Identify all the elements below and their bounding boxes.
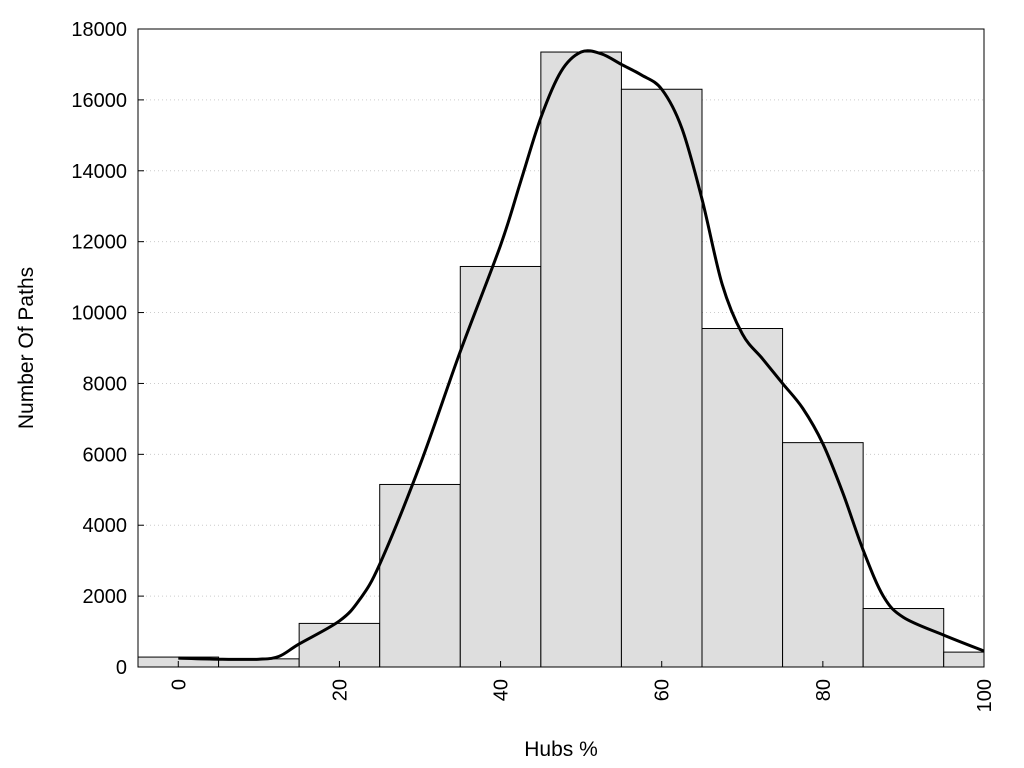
histogram-bar	[943, 651, 985, 668]
y-tick-label: 0	[116, 657, 127, 679]
histogram-bar	[298, 622, 381, 668]
x-tick-label: 0	[168, 679, 190, 690]
density-curve	[178, 49, 985, 661]
y-tick-label: 10000	[71, 303, 127, 325]
x-axis-ticks: 0 20 40 60 80 100	[168, 661, 996, 712]
y-tick-label: 12000	[71, 232, 127, 254]
x-tick-label: 40	[491, 679, 513, 701]
plot-frame	[137, 28, 985, 668]
y-tick-label: 16000	[71, 90, 127, 112]
y-tick-label: 18000	[71, 19, 127, 41]
y-axis-ticks: 0 2000 4000 6000 8000 10000 12000 14000 16000 180…	[71, 19, 144, 679]
x-axis-label: Hubs %	[524, 738, 598, 761]
x-tick-label: 20	[329, 679, 351, 701]
histogram-bar	[701, 328, 784, 668]
density-curve-layer	[178, 49, 985, 661]
histogram-bar	[540, 51, 622, 668]
y-axis-label: Number Of Paths	[15, 267, 38, 429]
y-tick-label: 2000	[83, 586, 128, 608]
histogram-bar	[379, 483, 461, 668]
histogram-bar	[620, 88, 703, 668]
histogram-bars	[137, 51, 985, 668]
histogram-bar	[459, 265, 542, 668]
y-tick-label: 6000	[83, 444, 128, 466]
y-tick-label: 4000	[83, 515, 128, 537]
y-tick-label: 14000	[71, 161, 127, 183]
y-tick-label: 8000	[83, 373, 128, 395]
x-tick-label: 100	[974, 679, 996, 712]
x-tick-label: 60	[652, 679, 674, 701]
histogram-bar	[782, 442, 864, 668]
x-tick-label: 80	[813, 679, 835, 701]
